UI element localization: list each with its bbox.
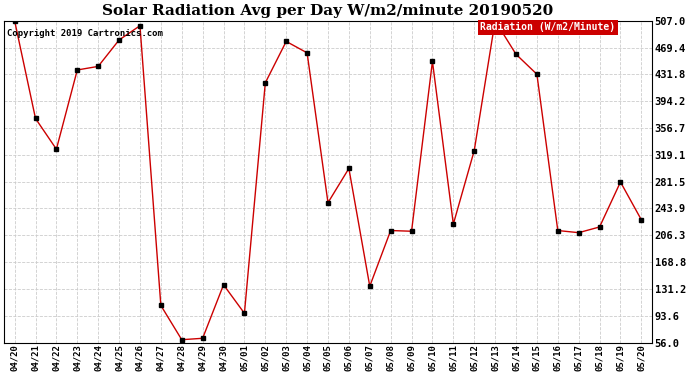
Text: Radiation (W/m2/Minute): Radiation (W/m2/Minute) (480, 22, 615, 32)
Text: Copyright 2019 Cartronics.com: Copyright 2019 Cartronics.com (8, 29, 164, 38)
Title: Solar Radiation Avg per Day W/m2/minute 20190520: Solar Radiation Avg per Day W/m2/minute … (102, 4, 553, 18)
